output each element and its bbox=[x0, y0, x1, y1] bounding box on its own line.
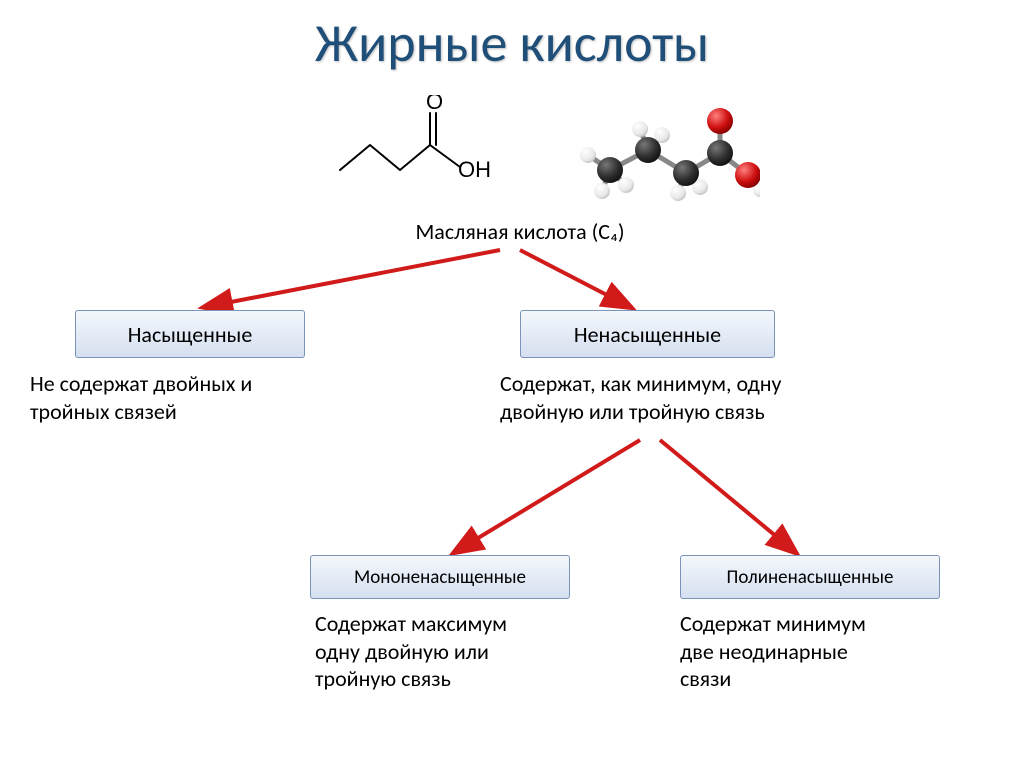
molecule-3d bbox=[560, 95, 760, 215]
skeletal-formula: O OH bbox=[330, 95, 500, 190]
desc-saturated: Не содержат двойных и тройных связей bbox=[30, 370, 350, 425]
node-unsaturated: Ненасыщенные bbox=[520, 310, 775, 358]
arrow-to-unsaturated bbox=[520, 250, 630, 307]
node-poly: Полиненасыщенные bbox=[680, 555, 940, 599]
o-label: O bbox=[426, 95, 443, 114]
desc-unsaturated: Содержат, как минимум, одну двойную или … bbox=[500, 370, 920, 425]
molecule-caption: Масляная кислота (C₄) bbox=[390, 218, 650, 245]
arrow-to-poly bbox=[660, 440, 795, 552]
arrow-to-saturated bbox=[205, 250, 500, 307]
page-title: Жирные кислоты bbox=[0, 10, 1024, 76]
node-saturated: Насыщенные bbox=[75, 310, 305, 358]
oh-label: OH bbox=[458, 157, 491, 182]
desc-poly: Содержат минимум две неодинарные связи bbox=[680, 610, 960, 693]
node-mono: Мононенасыщенные bbox=[310, 555, 570, 599]
arrow-to-mono bbox=[455, 440, 640, 552]
desc-mono: Содержат максимум одну двойную или тройн… bbox=[315, 610, 595, 693]
